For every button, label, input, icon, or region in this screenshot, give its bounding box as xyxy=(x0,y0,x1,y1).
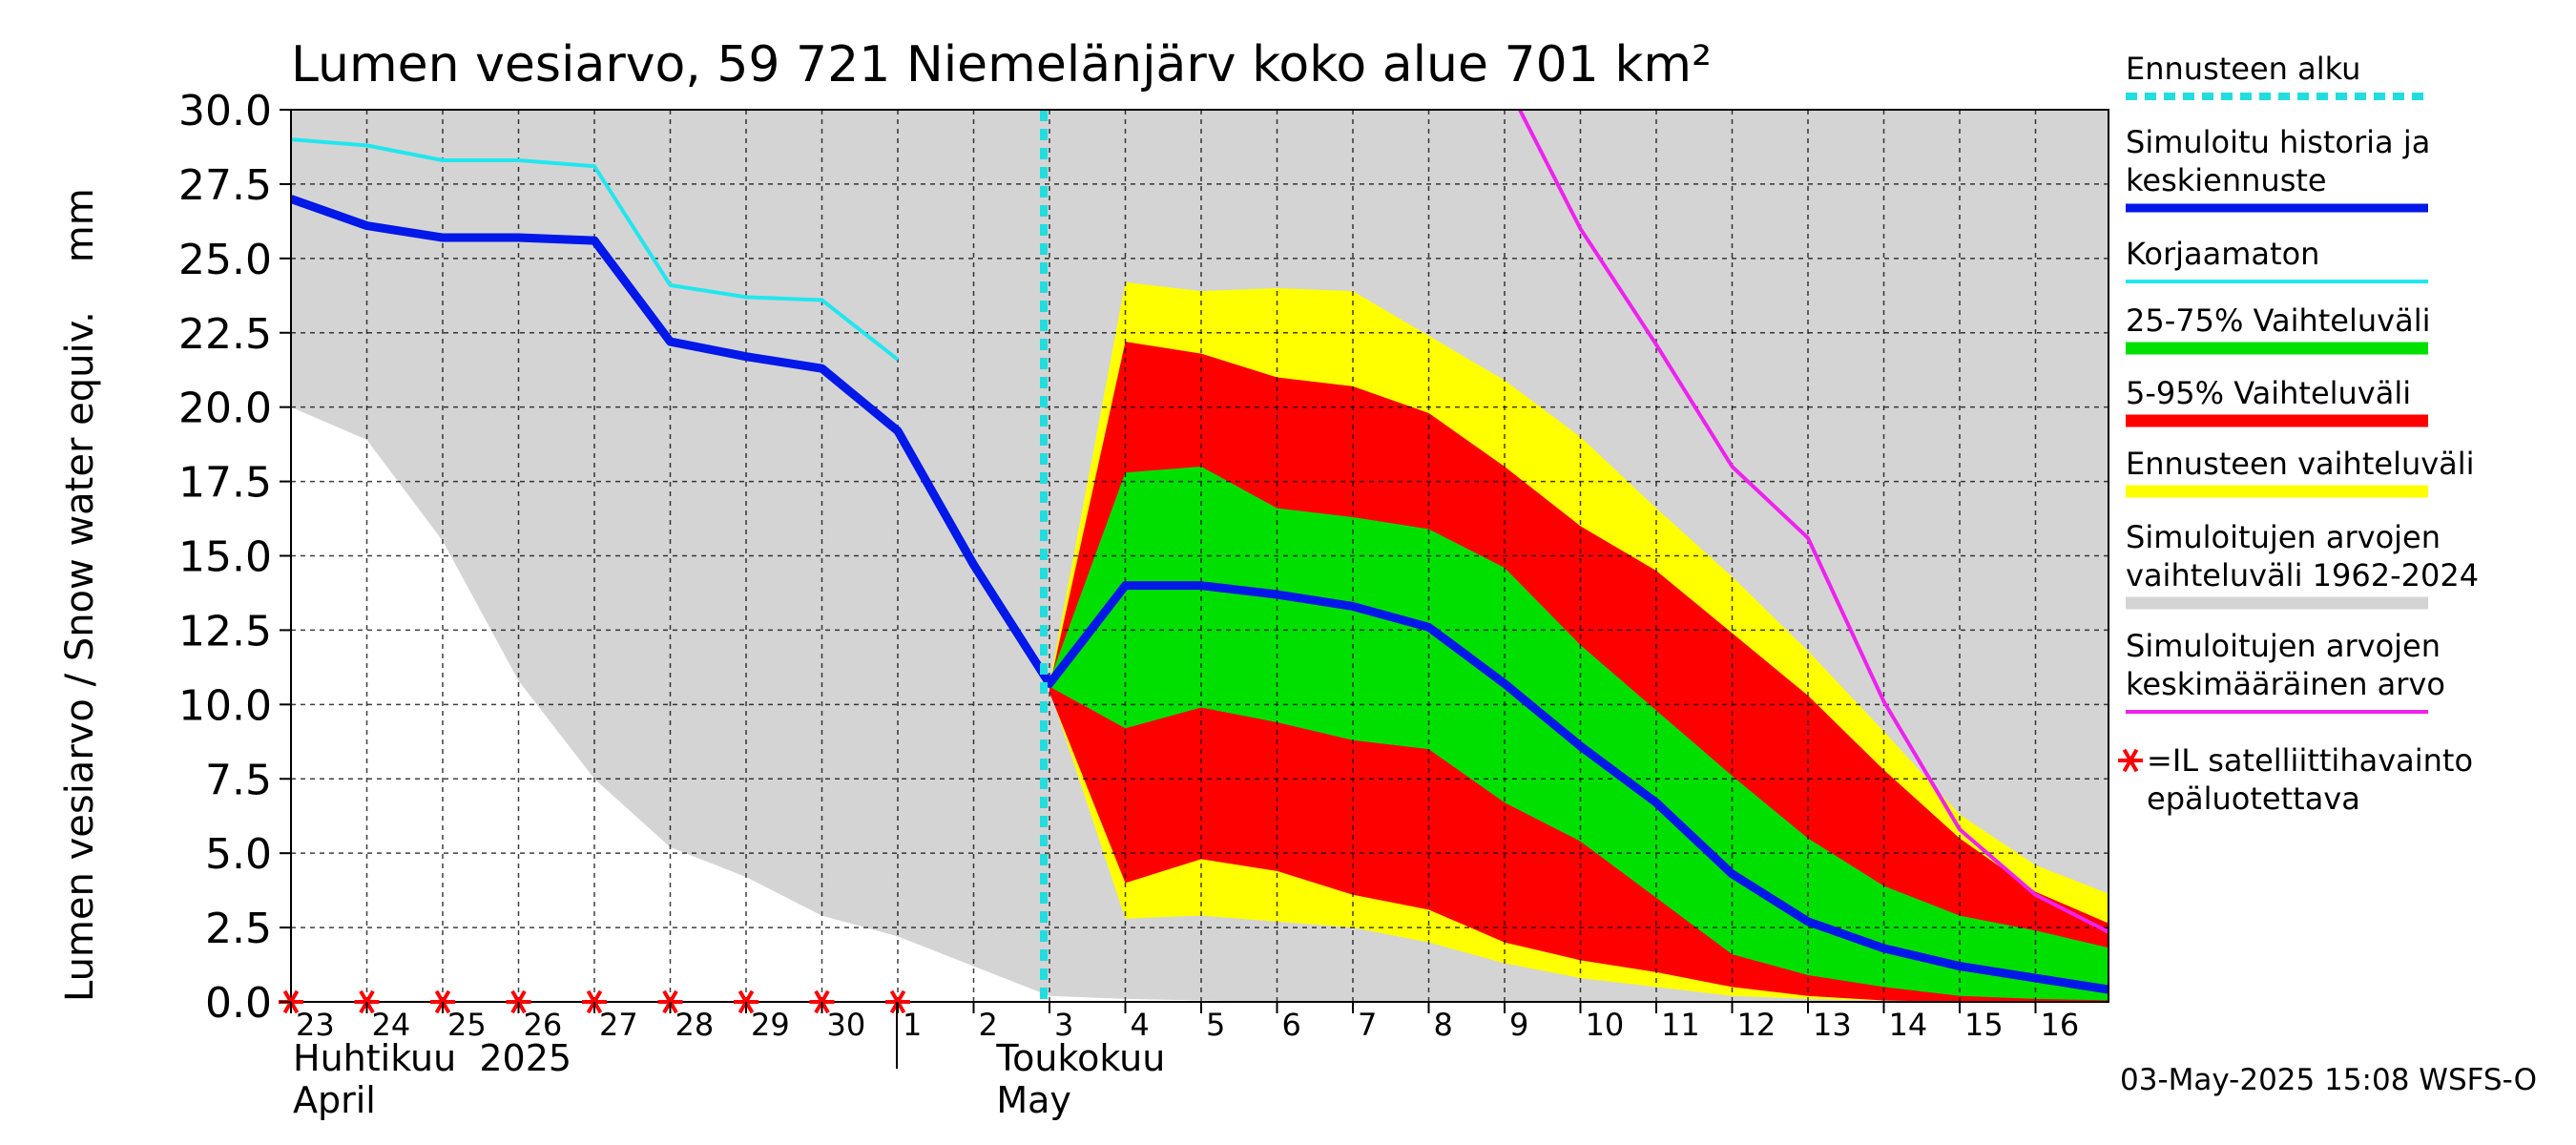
legend-label: keskiennuste xyxy=(2126,162,2327,198)
grid xyxy=(291,110,2109,1002)
x-tick-label: 11 xyxy=(1661,1007,1700,1043)
y-tick-label: 10.0 xyxy=(178,681,272,730)
y-tick-label: 5.0 xyxy=(205,830,272,879)
chart-title: Lumen vesiarvo, 59 721 Niemelänjärv koko… xyxy=(291,36,1712,94)
x-tick-label: 1 xyxy=(903,1007,922,1043)
legend-label: epäluotettava xyxy=(2147,781,2360,817)
month-label-en: April xyxy=(293,1079,376,1121)
legend-label: Simuloitujen arvojen xyxy=(2126,519,2441,555)
x-tick-label: 4 xyxy=(1131,1007,1150,1043)
series-simulated-history xyxy=(291,195,2109,994)
x-tick-label: 13 xyxy=(1813,1007,1852,1043)
x-tick-label: 6 xyxy=(1282,1007,1301,1043)
y-tick-label: 2.5 xyxy=(205,905,272,953)
y-tick-label: 25.0 xyxy=(178,236,272,284)
x-tick-label: 5 xyxy=(1206,1007,1225,1043)
x-tick-label: 25 xyxy=(447,1007,487,1043)
x-tick-label: 27 xyxy=(599,1007,638,1043)
legend-label: Ennusteen vaihteluväli xyxy=(2126,446,2475,482)
x-tick-label: 9 xyxy=(1509,1007,1528,1043)
legend-item: Ennusteen vaihteluväli xyxy=(2126,446,2475,498)
series-uncorrected xyxy=(291,137,900,362)
y-axis-label: Lumen vesiarvo / Snow water equiv. mm xyxy=(58,188,102,1002)
legend-star-icon xyxy=(2118,748,2143,773)
x-tick-label: 12 xyxy=(1737,1007,1776,1043)
plot-area xyxy=(279,109,2109,1014)
y-tick-label: 15.0 xyxy=(178,533,272,582)
y-tick-label: 30.0 xyxy=(178,87,272,135)
legend-label: 5-95% Vaihteluväli xyxy=(2126,375,2411,411)
legend-label: vaihteluväli 1962-2024 xyxy=(2126,557,2479,593)
y-tick-label: 17.5 xyxy=(178,459,272,508)
legend-label: keskimääräinen arvo xyxy=(2126,666,2445,702)
legend-item: 25-75% Vaihteluväli xyxy=(2126,302,2430,355)
y-tick-label: 0.0 xyxy=(205,979,272,1028)
legend-item: Korjaamaton xyxy=(2126,236,2428,283)
month-label-en: May xyxy=(996,1079,1071,1121)
x-tick-label: 10 xyxy=(1586,1007,1625,1043)
x-tick-label: 14 xyxy=(1889,1007,1928,1043)
x-tick-label: 28 xyxy=(675,1007,715,1043)
x-tick-label: 30 xyxy=(827,1007,866,1043)
x-tick-label: 7 xyxy=(1358,1007,1377,1043)
legend-label: 25-75% Vaihteluväli xyxy=(2126,302,2430,339)
footer-timestamp: 03-May-2025 15:08 WSFS-O xyxy=(2120,1063,2537,1097)
plot-content xyxy=(291,110,2109,1002)
legend-item: 5-95% Vaihteluväli xyxy=(2126,375,2428,427)
x-tick-label: 2 xyxy=(979,1007,998,1043)
y-tick-label: 20.0 xyxy=(178,385,272,433)
month-label: Toukokuu xyxy=(995,1037,1165,1079)
y-tick-label: 7.5 xyxy=(205,756,272,804)
x-tick-label: 16 xyxy=(2041,1007,2080,1043)
x-tick-label: 23 xyxy=(296,1007,335,1043)
y-axis: 0.0 2.5 5.0 7.5 10.0 12.5 15.0 17.5 20.0 22.5 25.0… xyxy=(178,87,291,1028)
legend-label: Ennusteen alku xyxy=(2126,51,2360,87)
y-tick-label: 27.5 xyxy=(178,161,272,210)
x-axis: 23 24 25 26 27 28 29 30 1 2 3 4 5 6 7 8 9 10 11 12 13 14 15 16H… xyxy=(290,1002,2080,1121)
y-tick-label: 22.5 xyxy=(178,310,272,359)
x-tick-label: 26 xyxy=(524,1007,563,1043)
x-tick-label: 3 xyxy=(1054,1007,1073,1043)
x-tick-label: 8 xyxy=(1434,1007,1453,1043)
x-tick-label: 29 xyxy=(751,1007,790,1043)
x-tick-label: 15 xyxy=(1964,1007,2004,1043)
series-mean xyxy=(1518,110,2109,935)
legend-label: Korjaamaton xyxy=(2126,236,2319,272)
month-label: Huhtikuu 2025 xyxy=(293,1037,571,1079)
y-tick-label: 12.5 xyxy=(178,607,272,656)
legend-label: =IL satelliittihavainto xyxy=(2147,742,2473,779)
legend-item: Ennusteen alku xyxy=(2126,51,2428,100)
legend-label: Simuloitu historia ja xyxy=(2126,124,2430,160)
legend-label: Simuloitujen arvojen xyxy=(2126,628,2441,664)
x-tick-label: 24 xyxy=(372,1007,411,1043)
